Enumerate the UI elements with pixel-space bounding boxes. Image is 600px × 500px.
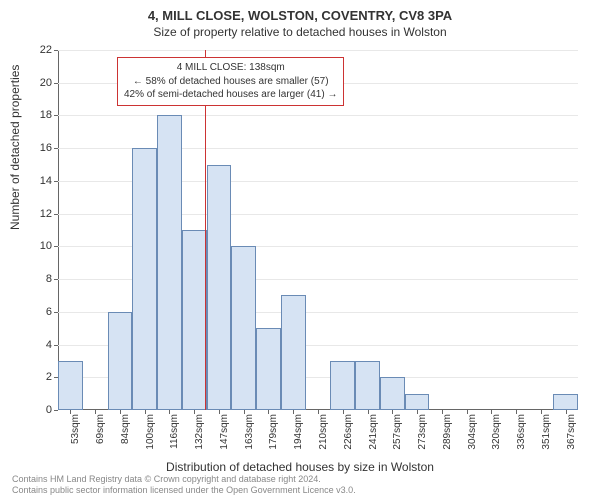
histogram-bar	[355, 361, 380, 410]
plot-area: 024681012141618202253sqm69sqm84sqm100sqm…	[58, 50, 578, 410]
y-tick-label: 20	[28, 77, 52, 89]
y-tick-label: 12	[28, 208, 52, 220]
y-tick-label: 8	[28, 273, 52, 285]
histogram-bar	[108, 312, 133, 410]
y-tick-mark	[54, 115, 58, 116]
x-tick-label: 84sqm	[120, 414, 131, 464]
histogram-bar	[405, 394, 430, 410]
histogram-bar	[231, 246, 256, 410]
x-axis-label: Distribution of detached houses by size …	[0, 460, 600, 474]
histogram-bar	[330, 361, 355, 410]
grid-line	[58, 115, 578, 116]
x-tick-label: 100sqm	[145, 414, 156, 464]
x-tick-label: 132sqm	[194, 414, 205, 464]
annotation-box: 4 MILL CLOSE: 138sqm← 58% of detached ho…	[117, 57, 344, 106]
histogram-bar	[207, 165, 232, 410]
x-tick-label: 69sqm	[95, 414, 106, 464]
histogram-bar	[281, 295, 306, 410]
y-tick-label: 10	[28, 240, 52, 252]
chart-title: 4, MILL CLOSE, WOLSTON, COVENTRY, CV8 3P…	[0, 0, 600, 23]
x-tick-label: 336sqm	[516, 414, 527, 464]
annotation-line: ← 58% of detached houses are smaller (57…	[124, 75, 337, 89]
y-tick-mark	[54, 50, 58, 51]
x-tick-label: 116sqm	[169, 414, 180, 464]
footer-line1: Contains HM Land Registry data © Crown c…	[12, 474, 356, 485]
x-tick-label: 226sqm	[343, 414, 354, 464]
histogram-bar	[380, 377, 405, 410]
y-axis-label: Number of detached properties	[8, 65, 22, 230]
x-tick-label: 163sqm	[244, 414, 255, 464]
y-tick-label: 4	[28, 339, 52, 351]
histogram-bar	[182, 230, 207, 410]
y-tick-label: 14	[28, 175, 52, 187]
x-tick-label: 257sqm	[392, 414, 403, 464]
y-tick-mark	[54, 410, 58, 411]
y-tick-label: 6	[28, 306, 52, 318]
footer-attribution: Contains HM Land Registry data © Crown c…	[12, 474, 356, 496]
x-tick-label: 289sqm	[442, 414, 453, 464]
y-tick-mark	[54, 312, 58, 313]
x-tick-label: 241sqm	[368, 414, 379, 464]
histogram-bar	[58, 361, 83, 410]
y-tick-mark	[54, 214, 58, 215]
annotation-line: 4 MILL CLOSE: 138sqm	[124, 61, 337, 75]
grid-line	[58, 50, 578, 51]
x-tick-label: 179sqm	[268, 414, 279, 464]
annotation-line: 42% of semi-detached houses are larger (…	[124, 88, 337, 102]
y-tick-label: 22	[28, 44, 52, 56]
x-tick-label: 147sqm	[219, 414, 230, 464]
y-tick-label: 2	[28, 371, 52, 383]
y-tick-mark	[54, 279, 58, 280]
chart-container: 4, MILL CLOSE, WOLSTON, COVENTRY, CV8 3P…	[0, 0, 600, 500]
x-tick-label: 273sqm	[417, 414, 428, 464]
chart-inner: 024681012141618202253sqm69sqm84sqm100sqm…	[58, 50, 578, 410]
x-tick-label: 367sqm	[566, 414, 577, 464]
x-tick-label: 53sqm	[70, 414, 81, 464]
histogram-bar	[132, 148, 157, 410]
x-tick-label: 210sqm	[318, 414, 329, 464]
x-tick-label: 194sqm	[293, 414, 304, 464]
x-tick-label: 304sqm	[467, 414, 478, 464]
x-tick-label: 351sqm	[541, 414, 552, 464]
y-tick-mark	[54, 83, 58, 84]
y-tick-mark	[54, 246, 58, 247]
y-tick-mark	[54, 345, 58, 346]
y-tick-label: 18	[28, 109, 52, 121]
histogram-bar	[157, 115, 182, 410]
histogram-bar	[256, 328, 281, 410]
chart-subtitle: Size of property relative to detached ho…	[0, 23, 600, 39]
y-tick-label: 0	[28, 404, 52, 416]
histogram-bar	[553, 394, 578, 410]
y-tick-label: 16	[28, 142, 52, 154]
x-tick-label: 320sqm	[491, 414, 502, 464]
y-axis-line	[58, 50, 59, 410]
footer-line2: Contains public sector information licen…	[12, 485, 356, 496]
y-tick-mark	[54, 181, 58, 182]
y-tick-mark	[54, 148, 58, 149]
